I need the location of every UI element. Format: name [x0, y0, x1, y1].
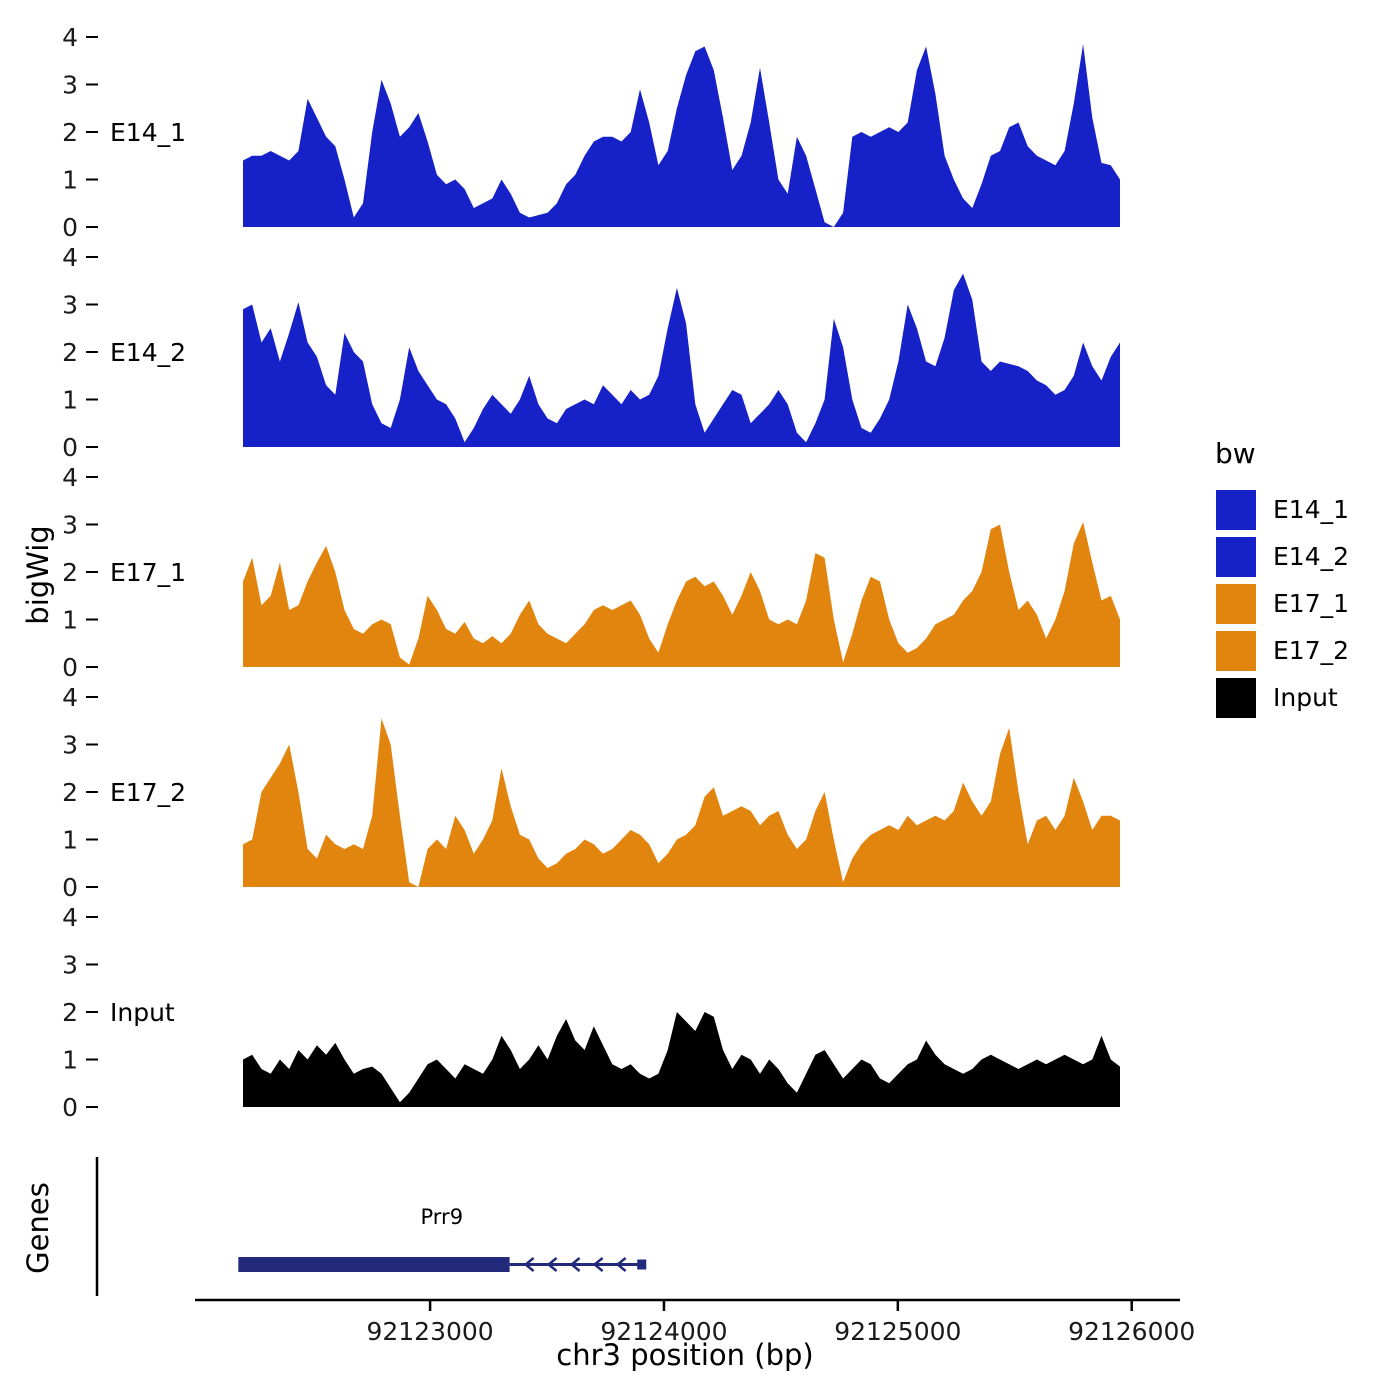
legend-swatch-E17_2 [1215, 629, 1257, 672]
y-tick-label: 0 [62, 433, 78, 462]
y-tick-label: 2 [62, 558, 78, 587]
legend-title: bw [1215, 437, 1256, 470]
x-tick-label: 92124000 [600, 1317, 727, 1346]
track-label-E17_2: E17_2 [110, 778, 186, 807]
y-tick-label: 2 [62, 118, 78, 147]
gene-exon-box [238, 1257, 510, 1272]
legend-swatch-E14_1 [1215, 488, 1257, 531]
gene-strand-arrow [592, 1257, 604, 1272]
y-tick-label: 0 [62, 213, 78, 242]
y-tick-label: 4 [62, 23, 78, 52]
gene-strand-arrow [569, 1257, 581, 1272]
y-tick-label: 3 [62, 71, 78, 100]
gene-label: Prr9 [421, 1205, 464, 1229]
y-tick-label: 4 [62, 463, 78, 492]
track-label-E17_1: E17_1 [110, 558, 186, 587]
y-tick-label: 4 [62, 243, 78, 272]
y-tick-label: 0 [62, 1093, 78, 1122]
coverage-area-E17_2 [243, 718, 1120, 887]
legend-swatch-E14_2 [1215, 535, 1257, 578]
track-label-E14_1: E14_1 [110, 118, 186, 147]
y-tick-label: 3 [62, 291, 78, 320]
legend-item-E14_1: E14_1 [1215, 486, 1349, 533]
x-tick-label: 92125000 [834, 1317, 961, 1346]
gene-end-box [637, 1259, 647, 1270]
legend-label: E17_1 [1273, 589, 1350, 618]
coverage-area-E14_1 [243, 44, 1120, 227]
coverage-area-E17_1 [243, 522, 1120, 667]
legend-label: E14_2 [1273, 542, 1350, 571]
y-tick-label: 3 [62, 951, 78, 980]
y-tick-label: 1 [62, 386, 78, 415]
x-tick-label: 92123000 [366, 1317, 493, 1346]
track-label-Input: Input [110, 998, 175, 1027]
legend-item-Input: Input [1215, 674, 1349, 721]
legend-item-E17_2: E17_2 [1215, 627, 1349, 674]
y-tick-label: 0 [62, 873, 78, 902]
y-tick-label: 2 [62, 778, 78, 807]
legend-items: E14_1 E14_2 E17_1 E17_2 Input [1215, 486, 1349, 721]
y-tick-label: 1 [62, 166, 78, 195]
y-tick-label: 1 [62, 826, 78, 855]
y-tick-label: 4 [62, 903, 78, 932]
y-tick-label: 1 [62, 606, 78, 635]
coverage-area-E14_2 [243, 273, 1120, 447]
y-tick-label: 2 [62, 998, 78, 1027]
x-tick-label: 92126000 [1068, 1317, 1195, 1346]
y-tick-label: 3 [62, 511, 78, 540]
legend-item-E14_2: E14_2 [1215, 533, 1349, 580]
y-tick-label: 4 [62, 683, 78, 712]
gene-strand-arrow [615, 1257, 627, 1272]
gene-strand-arrow [523, 1257, 535, 1272]
x-axis-title: chr3 position (bp) [556, 1338, 814, 1372]
y-tick-label: 1 [62, 1046, 78, 1075]
legend: bw E14_1 E14_2 E17_1 E17_2 Input [1215, 437, 1349, 721]
legend-label: Input [1273, 683, 1338, 712]
legend-swatch-Input [1215, 676, 1257, 719]
y-tick-label: 3 [62, 731, 78, 760]
coverage-area-Input [243, 1012, 1120, 1107]
gene-strand-arrow [546, 1257, 558, 1272]
legend-label: E17_2 [1273, 636, 1350, 665]
legend-item-E17_1: E17_1 [1215, 580, 1349, 627]
track-label-E14_2: E14_2 [110, 338, 186, 367]
legend-label: E14_1 [1273, 495, 1350, 524]
y-tick-label: 0 [62, 653, 78, 682]
legend-swatch-E17_1 [1215, 582, 1257, 625]
y-tick-label: 2 [62, 338, 78, 367]
